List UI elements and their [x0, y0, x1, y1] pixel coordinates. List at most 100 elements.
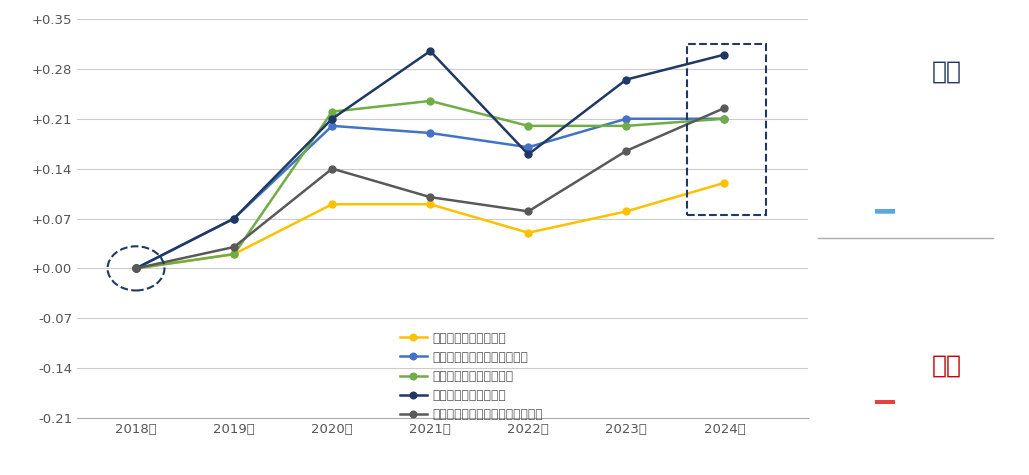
- Bar: [875, 210, 895, 212]
- Bar: [875, 400, 895, 402]
- Bar: [875, 400, 895, 402]
- 職場環境によるストレス: [424, 98, 436, 104]
- Bar: [875, 210, 895, 213]
- Bar: [875, 401, 895, 403]
- Bar: [875, 210, 895, 212]
- Bar: [875, 401, 895, 403]
- Bar: [875, 211, 895, 214]
- Bar: [875, 400, 895, 402]
- Bar: [875, 400, 895, 402]
- Bar: [875, 209, 895, 211]
- Bar: [875, 401, 895, 403]
- Bar: [875, 209, 895, 212]
- Bar: [875, 401, 895, 403]
- Bar: [875, 401, 895, 403]
- Bar: [875, 401, 895, 403]
- Bar: [875, 400, 895, 402]
- Bar: [875, 211, 895, 214]
- Bar: [875, 401, 895, 403]
- Bar: [875, 210, 895, 212]
- Bar: [875, 402, 895, 404]
- 自覚的な身体的負担度: [130, 266, 142, 271]
- Bar: [875, 211, 895, 214]
- 職場の対人関係でのストレス: [130, 266, 142, 271]
- Bar: [875, 401, 895, 403]
- Bar: [875, 211, 895, 213]
- Bar: [875, 401, 895, 403]
- Bar: [875, 401, 895, 403]
- Bar: [875, 209, 895, 212]
- Bar: [875, 211, 895, 213]
- Bar: [875, 400, 895, 402]
- Bar: [875, 211, 895, 213]
- Bar: [875, 402, 895, 404]
- 仕事のコントロール度: [424, 48, 436, 54]
- Bar: [875, 400, 895, 402]
- 仕事のコントロール度: [227, 216, 240, 221]
- Bar: [875, 210, 895, 213]
- Bar: [875, 209, 895, 211]
- あなたが感じている仕事の適性度: [424, 194, 436, 200]
- Bar: [875, 211, 895, 213]
- 職場環境によるストレス: [326, 109, 339, 114]
- Bar: [875, 210, 895, 213]
- 職場環境によるストレス: [227, 251, 240, 257]
- Bar: [875, 210, 895, 212]
- Text: 良化: 良化: [931, 59, 962, 83]
- Bar: [875, 401, 895, 402]
- Bar: [875, 210, 895, 213]
- Bar: [875, 402, 895, 404]
- Bar: [875, 209, 895, 211]
- Bar: [875, 210, 895, 213]
- Bar: [875, 402, 895, 403]
- Bar: [875, 402, 895, 403]
- 仕事のコントロール度: [326, 116, 339, 122]
- Bar: [875, 210, 895, 213]
- 職場環境によるストレス: [620, 123, 633, 129]
- Bar: [875, 401, 895, 402]
- Bar: [875, 401, 895, 403]
- Bar: [875, 400, 895, 402]
- Bar: [875, 211, 895, 213]
- Bar: [875, 400, 895, 402]
- Bar: [875, 402, 895, 404]
- Legend: 自覚的な身体的負担度, 職場の対人関係でのストレス, 職場環境によるストレス, 仕事のコントロール度, あなたが感じている仕事の適性度: 自覚的な身体的負担度, 職場の対人関係でのストレス, 職場環境によるストレス, …: [395, 327, 548, 426]
- Bar: [875, 211, 895, 214]
- Bar: [875, 211, 895, 213]
- あなたが感じている仕事の適性度: [326, 166, 339, 171]
- 職場の対人関係でのストレス: [718, 116, 731, 122]
- Line: あなたが感じている仕事の適性度: あなたが感じている仕事の適性度: [133, 104, 728, 272]
- 自覚的な身体的負担度: [424, 201, 436, 207]
- Bar: [875, 401, 895, 403]
- Bar: [875, 401, 895, 403]
- Bar: [875, 402, 895, 404]
- Bar: [875, 210, 895, 212]
- Bar: [875, 210, 895, 212]
- 自覚的な身体的負担度: [718, 180, 731, 186]
- 仕事のコントロール度: [130, 266, 142, 271]
- Bar: [875, 209, 895, 212]
- Bar: [875, 210, 895, 213]
- Text: 悪化: 悪化: [931, 354, 962, 378]
- 職場環境によるストレス: [522, 123, 534, 129]
- Bar: [875, 400, 895, 402]
- Bar: [875, 402, 895, 404]
- Bar: [875, 401, 895, 403]
- Bar: [875, 402, 895, 404]
- Bar: [875, 211, 895, 214]
- Bar: [875, 209, 895, 212]
- Line: 自覚的な身体的負担度: 自覚的な身体的負担度: [133, 180, 728, 272]
- Bar: [875, 401, 895, 403]
- Bar: [875, 400, 895, 402]
- あなたが感じている仕事の適性度: [130, 266, 142, 271]
- 仕事のコントロール度: [620, 76, 633, 83]
- 自覚的な身体的負担度: [227, 251, 240, 257]
- Bar: [875, 400, 895, 402]
- Line: 職場の対人関係でのストレス: 職場の対人関係でのストレス: [133, 115, 728, 272]
- Bar: [875, 210, 895, 213]
- Bar: [875, 210, 895, 212]
- Bar: [875, 210, 895, 212]
- Bar: [875, 209, 895, 212]
- Bar: [875, 211, 895, 213]
- Bar: [875, 211, 895, 214]
